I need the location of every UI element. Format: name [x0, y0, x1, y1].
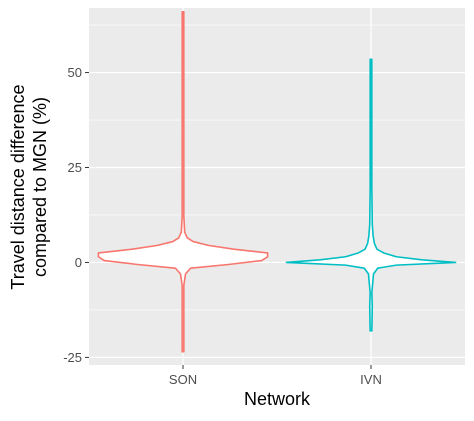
y-tick-label: 25	[68, 160, 82, 175]
plot-panel	[89, 8, 465, 365]
x-axis-title: Network	[244, 389, 311, 409]
y-tick-label: 50	[68, 65, 82, 80]
y-axis-title-line-2: compared to MGN (%)	[30, 97, 50, 277]
x-axis: SON IVN	[169, 365, 382, 387]
violin-ivn	[285, 58, 457, 332]
grid-minor	[89, 24, 465, 311]
y-axis: -25 0 25 50	[63, 65, 89, 365]
violin-son	[97, 11, 269, 353]
y-tick-label: 0	[75, 255, 82, 270]
x-tick-label: SON	[169, 372, 197, 387]
violins	[97, 11, 457, 353]
x-tick-label: IVN	[360, 372, 382, 387]
y-tick-label: -25	[63, 350, 82, 365]
y-axis-title-line-1: Travel distance difference	[8, 84, 28, 289]
